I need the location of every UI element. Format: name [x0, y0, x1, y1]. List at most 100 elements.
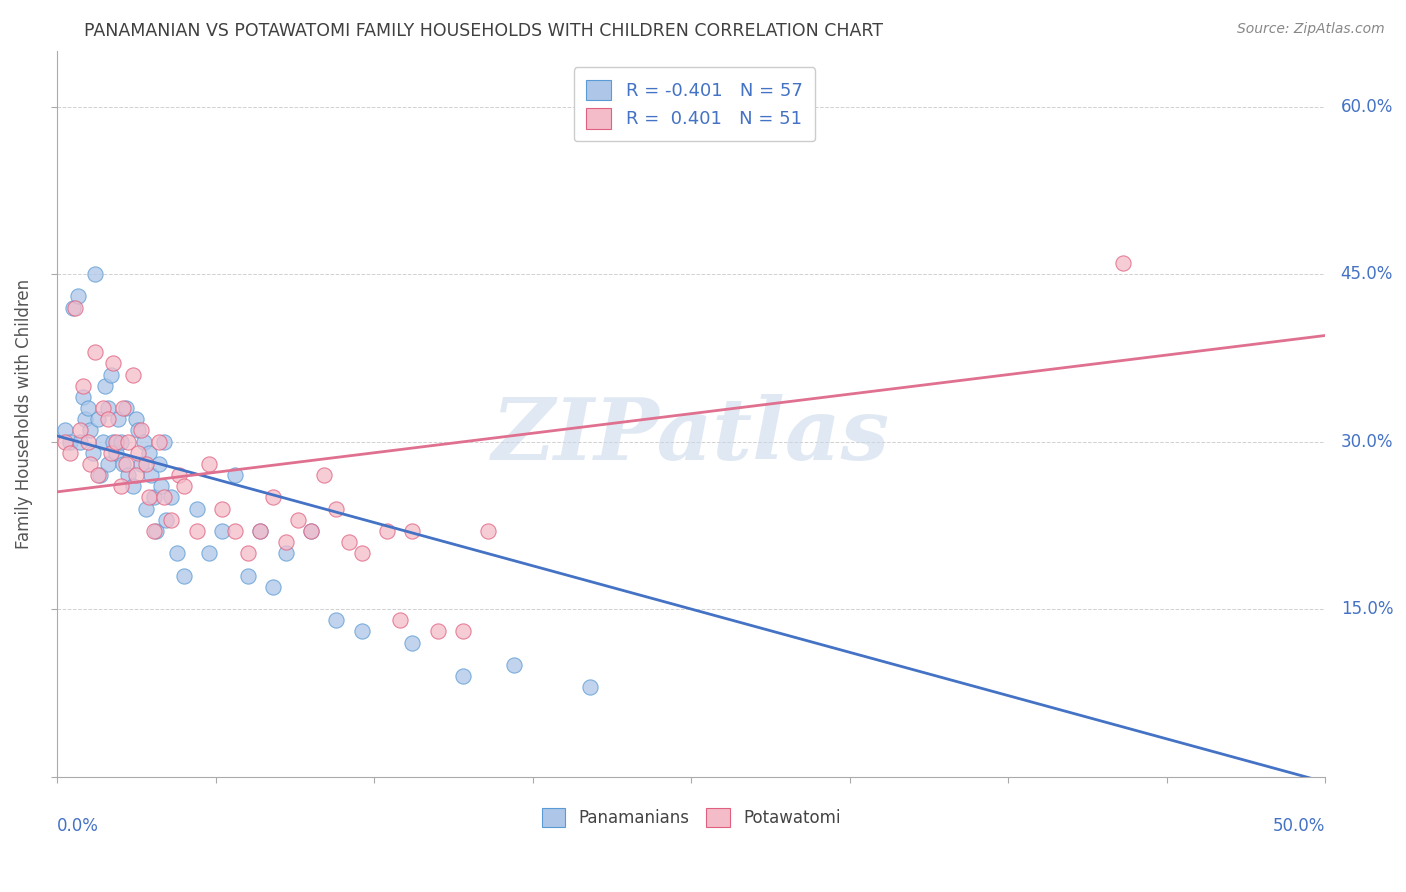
Point [66, 289, 89, 303]
Point [114, 457, 136, 471]
Point [63, 301, 86, 315]
Point [72, 390, 94, 404]
Point [53, 424, 76, 438]
Point [502, 657, 524, 672]
Point [107, 412, 129, 426]
Text: 15.0%: 15.0% [1341, 600, 1393, 618]
Point [401, 524, 423, 538]
Point [166, 546, 188, 560]
Point [211, 524, 233, 538]
Point [129, 424, 152, 438]
Point [287, 513, 309, 527]
Point [117, 434, 139, 449]
Point [76, 401, 98, 415]
Point [160, 491, 183, 505]
Point [299, 524, 322, 538]
Point [350, 624, 373, 639]
Point [198, 457, 221, 471]
Point [249, 524, 271, 538]
Point [142, 524, 165, 538]
Point [153, 491, 176, 505]
Point [72, 378, 94, 392]
Point [274, 535, 297, 549]
Text: 50.0%: 50.0% [1272, 816, 1326, 835]
Point [236, 568, 259, 582]
Point [142, 491, 165, 505]
Point [89, 468, 111, 483]
Point [97, 401, 120, 415]
Point [59, 446, 82, 460]
Text: Source: ZipAtlas.com: Source: ZipAtlas.com [1237, 22, 1385, 37]
Point [262, 491, 284, 505]
Point [110, 479, 132, 493]
Point [173, 568, 195, 582]
Point [127, 424, 149, 438]
Point [186, 501, 208, 516]
Point [82, 446, 104, 460]
Point [104, 434, 127, 449]
Point [262, 580, 284, 594]
Point [186, 524, 208, 538]
Point [135, 501, 157, 516]
Point [97, 412, 120, 426]
Point [401, 635, 423, 649]
Point [150, 479, 173, 493]
Point [153, 434, 176, 449]
Point [451, 669, 474, 683]
Point [87, 468, 110, 483]
Point [155, 513, 177, 527]
Point [91, 401, 114, 415]
Point [101, 356, 124, 370]
Point [112, 401, 135, 415]
Point [375, 524, 398, 538]
Point [100, 368, 122, 382]
Point [160, 513, 183, 527]
Point [224, 524, 246, 538]
Point [110, 434, 132, 449]
Point [141, 468, 163, 483]
Point [274, 546, 297, 560]
Text: PANAMANIAN VS POTAWATOMI FAMILY HOUSEHOLDS WITH CHILDREN CORRELATION CHART: PANAMANIAN VS POTAWATOMI FAMILY HOUSEHOL… [84, 22, 883, 40]
Point [122, 368, 145, 382]
Point [148, 457, 170, 471]
Point [1111, 256, 1133, 270]
Point [211, 501, 233, 516]
Point [198, 546, 221, 560]
Point [112, 457, 135, 471]
Point [69, 424, 91, 438]
Point [173, 479, 195, 493]
Point [62, 301, 84, 315]
Y-axis label: Family Households with Children: Family Households with Children [15, 278, 32, 549]
Point [138, 446, 160, 460]
Point [325, 613, 347, 627]
Point [236, 546, 259, 560]
Point [579, 680, 602, 694]
Point [477, 524, 499, 538]
Point [167, 468, 190, 483]
Point [299, 524, 322, 538]
Point [132, 434, 155, 449]
Text: 60.0%: 60.0% [1341, 97, 1393, 116]
Text: 30.0%: 30.0% [1341, 433, 1393, 450]
Point [87, 412, 110, 426]
Legend: Panamanians, Potawatomi: Panamanians, Potawatomi [536, 801, 848, 834]
Point [53, 434, 76, 449]
Point [337, 535, 360, 549]
Point [75, 412, 97, 426]
Point [249, 524, 271, 538]
Text: ZIPatlas: ZIPatlas [492, 393, 890, 477]
Point [100, 446, 122, 460]
Point [79, 424, 101, 438]
Text: 0.0%: 0.0% [58, 816, 100, 835]
Point [84, 345, 107, 359]
Point [129, 457, 152, 471]
Point [138, 491, 160, 505]
Point [224, 468, 246, 483]
Point [91, 434, 114, 449]
Point [101, 434, 124, 449]
Point [127, 446, 149, 460]
Point [125, 468, 148, 483]
Point [312, 468, 335, 483]
Point [125, 412, 148, 426]
Point [69, 434, 91, 449]
